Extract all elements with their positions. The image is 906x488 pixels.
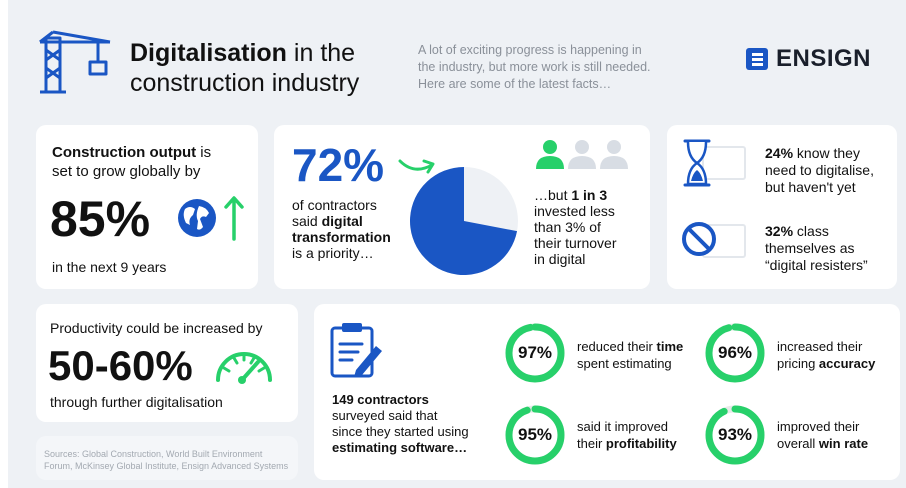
- stat-32-text: 32% class themselves as “digital resiste…: [765, 223, 868, 274]
- output-heading-rest: is: [196, 144, 212, 161]
- ring-label-97: 97%: [517, 343, 553, 362]
- output-heading: Construction output is set to grow globa…: [52, 143, 211, 181]
- survey-line-4: estimating software…: [332, 440, 468, 455]
- invested-text: …but 1 in 3 invested less than 3% of the…: [534, 187, 616, 267]
- intro-text: A lot of exciting progress is happening …: [418, 42, 708, 93]
- productivity-heading: Productivity could be increased by: [50, 320, 263, 336]
- ring-label-96: 96%: [717, 343, 753, 362]
- invested-line-1: …but: [534, 187, 572, 203]
- invested-line-2: invested less: [534, 203, 615, 219]
- progress-ring-97: [505, 323, 565, 383]
- hourglass-icon: [683, 139, 746, 187]
- ensign-logo: ENSIGN: [746, 45, 871, 73]
- survey-text: 149 contractors surveyed said that since…: [332, 392, 469, 456]
- stat-96-text: increased their pricing accuracy: [777, 338, 875, 372]
- arrow-up-icon: [224, 196, 244, 241]
- stat-24-line-3: but haven't yet: [765, 179, 856, 195]
- sources-text: Sources: Global Construction, World Buil…: [44, 448, 288, 472]
- intro-line-1: A lot of exciting progress is happening …: [418, 43, 642, 57]
- productivity-value: 50-60%: [48, 342, 193, 389]
- stat-95-text: said it improved their profitability: [577, 418, 677, 452]
- intro-line-3: Here are some of the latest facts…: [418, 77, 612, 91]
- stat-24-rest: know they: [793, 145, 860, 161]
- stat-96-line-2-bold: accuracy: [818, 356, 876, 371]
- contractors-line-2: said: [292, 213, 322, 229]
- stat-97-line-2: spent estimating: [577, 356, 672, 371]
- contractors-value: 72%: [292, 139, 385, 191]
- progress-ring-95: [505, 405, 565, 465]
- contractors-line-3-bold: transformation: [292, 229, 391, 245]
- ring-label-95: 95%: [517, 425, 553, 444]
- sources-card: Sources: Global Construction, World Buil…: [36, 436, 298, 480]
- globe-icon: [178, 199, 216, 237]
- contractors-line-4: is a priority…: [292, 245, 374, 261]
- stat-97-line-1: reduced their: [577, 339, 657, 354]
- output-heading-bold: Construction output: [52, 144, 197, 161]
- people-icon: [536, 140, 628, 169]
- page-title: Digitalisation in the construction indus…: [130, 38, 359, 98]
- survey-line-2: surveyed said that: [332, 408, 438, 423]
- intro-line-2: the industry, but more work is still nee…: [418, 60, 651, 74]
- stat-32-rest: class: [793, 223, 829, 239]
- clipboard-icon: [330, 323, 382, 378]
- contractors-priority-card: 72% of contractors said digital transfor…: [274, 125, 650, 289]
- stat-96-line-2: pricing: [777, 356, 819, 371]
- stat-24-text: 24% know they need to digitalise, but ha…: [765, 145, 874, 196]
- crane-icon: [39, 30, 111, 94]
- stat-97-text: reduced their time spent estimating: [577, 338, 683, 372]
- header: Digitalisation in the construction indus…: [0, 0, 906, 112]
- stat-32-line-2: themselves as: [765, 240, 855, 256]
- contractors-line-1: of contractors: [292, 197, 377, 213]
- progress-ring-93: [705, 405, 765, 465]
- pie-chart: [410, 167, 518, 275]
- contractors-text: of contractors said digital transformati…: [292, 197, 391, 261]
- stat-93-line-1: improved their: [777, 419, 860, 434]
- stat-97-line-1-bold: time: [656, 339, 684, 354]
- stat-95-line-2: their: [577, 436, 606, 451]
- invested-line-1-bold: 1 in 3: [571, 187, 608, 203]
- sources-line-2: Forum, McKinsey Global Institute, Ensign…: [44, 461, 289, 471]
- productivity-footer: through further digitalisation: [50, 394, 223, 410]
- stat-32-line-3: “digital resisters”: [765, 257, 868, 273]
- sources-line-1: Sources: Global Construction, World Buil…: [44, 449, 263, 459]
- progress-ring-96: [705, 323, 765, 383]
- stat-95-line-1: said it improved: [577, 419, 669, 434]
- logo-text: ENSIGN: [776, 45, 872, 72]
- stat-24-line-2: need to digitalise,: [765, 162, 874, 178]
- prohibited-icon: [682, 222, 746, 258]
- invested-line-5: in digital: [534, 251, 586, 267]
- digital-resisters-card: 24% know they need to digitalise, but ha…: [667, 125, 897, 289]
- survey-line-3: since they started using: [332, 424, 469, 439]
- stat-93-line-2-bold: win rate: [818, 436, 869, 451]
- stat-96-line-1: increased their: [777, 339, 863, 354]
- title-bold: Digitalisation: [130, 39, 287, 67]
- title-line2: construction industry: [130, 69, 360, 97]
- invested-line-3: than 3% of: [534, 219, 601, 235]
- stat-32-bold: 32%: [765, 223, 794, 239]
- productivity-card: Productivity could be increased by 50-60…: [36, 304, 298, 422]
- output-value: 85%: [50, 191, 151, 247]
- stat-24-bold: 24%: [765, 145, 794, 161]
- contractors-line-2-bold: digital: [321, 213, 363, 229]
- survey-card: 149 contractors surveyed said that since…: [314, 304, 900, 480]
- title-rest: in the: [286, 39, 356, 67]
- stat-93-text: improved their overall win rate: [777, 418, 868, 452]
- survey-line-1: 149 contractors: [332, 392, 429, 407]
- construction-output-card: Construction output is set to grow globa…: [36, 125, 258, 289]
- output-footer: in the next 9 years: [52, 259, 167, 275]
- curved-arrow-icon: [398, 159, 435, 174]
- invested-line-4: their turnover: [534, 235, 617, 251]
- output-heading-line2: set to grow globally by: [52, 163, 201, 180]
- ring-label-93: 93%: [717, 425, 753, 444]
- speedometer-icon: [216, 352, 272, 384]
- pie-slice-72: [410, 167, 518, 275]
- stat-93-line-2: overall: [777, 436, 819, 451]
- ensign-logo-mark: [746, 48, 768, 70]
- stat-95-line-2-bold: profitability: [605, 436, 677, 451]
